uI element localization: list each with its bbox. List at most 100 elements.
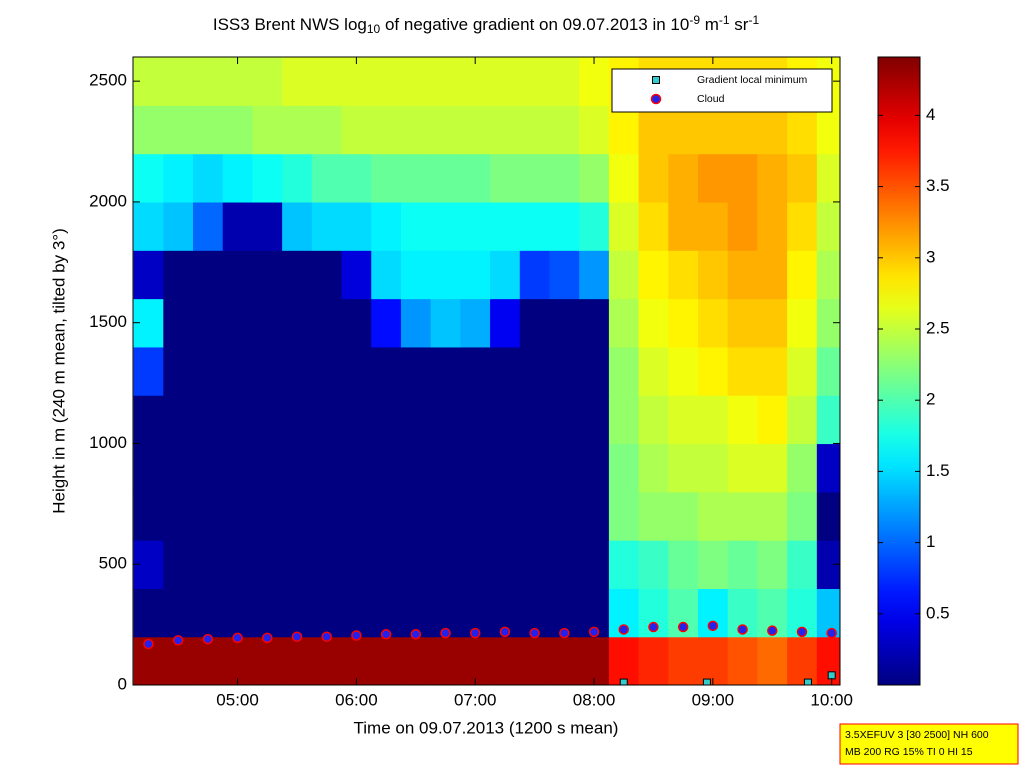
heat-cell: [816, 491, 840, 541]
heat-cell: [311, 105, 343, 155]
marker-circle: [588, 626, 600, 638]
heat-cell: [727, 105, 759, 155]
heat-cell: [608, 636, 640, 685]
colorbar-tick-label: 3.5: [926, 176, 950, 195]
heat-cell: [608, 153, 640, 203]
heat-cell: [193, 250, 224, 300]
heat-cell: [608, 540, 640, 589]
heat-cell: [222, 540, 254, 589]
heat-cell: [193, 105, 224, 155]
heat-cell: [193, 57, 224, 106]
heat-cell: [668, 298, 699, 348]
heat-cell: [579, 105, 610, 155]
heat-cell: [608, 201, 640, 251]
heat-cell: [133, 395, 164, 445]
heat-cell: [608, 298, 640, 348]
colorbar-tick-label: 4: [926, 105, 935, 124]
heat-cell: [519, 201, 551, 251]
marker-circle: [737, 624, 748, 635]
heat-cell: [698, 105, 729, 155]
marker-circle: [469, 627, 481, 639]
heat-cell: [727, 540, 759, 589]
heat-cell: [133, 588, 164, 638]
heat-cell: [133, 250, 164, 300]
heat-cell: [490, 443, 521, 493]
heat-cell: [757, 298, 788, 348]
heat-cell: [430, 491, 461, 541]
heat-cell: [549, 153, 580, 203]
marker-circle: [172, 635, 184, 646]
heat-cell: [163, 491, 194, 541]
marker-circle: [351, 630, 362, 641]
heat-cell: [163, 346, 194, 396]
heat-cell: [400, 346, 432, 396]
heat-cell: [460, 540, 491, 589]
heat-cell: [698, 250, 729, 300]
heat-cell: [579, 57, 610, 106]
marker-circle: [143, 638, 154, 650]
heat-cell: [133, 346, 164, 396]
heat-cell: [193, 588, 224, 638]
heat-cell: [698, 298, 729, 348]
heat-cell: [460, 346, 491, 396]
heat-cell: [252, 57, 283, 106]
heat-cell: [460, 153, 491, 203]
heat-cell: [222, 105, 254, 155]
title-part: -1: [748, 13, 759, 27]
heat-cell: [163, 395, 194, 445]
heat-cell: [490, 57, 521, 106]
heat-cell: [757, 540, 788, 589]
heat-cell: [490, 201, 521, 251]
heat-cell: [252, 346, 283, 396]
heat-cell: [608, 105, 640, 155]
heat-cell: [460, 57, 491, 106]
heat-cell: [430, 250, 461, 300]
heat-cell: [787, 540, 818, 589]
legend-symbol: [652, 76, 660, 84]
heat-cell: [400, 636, 432, 685]
heat-cell: [460, 250, 491, 300]
heat-cell: [519, 540, 551, 589]
marker-circle: [262, 632, 273, 644]
heat-cell: [222, 201, 254, 251]
heat-cell: [282, 105, 313, 155]
heat-cell: [163, 298, 194, 348]
x-axis-label: Time on 09.07.2013 (1200 s mean): [354, 718, 619, 737]
marker-circle: [648, 621, 659, 633]
x-tick-label: 05:00: [216, 690, 259, 709]
heat-cell: [816, 443, 840, 493]
heat-cell: [490, 298, 521, 348]
heat-cell: [163, 201, 194, 251]
heat-cell: [638, 250, 669, 300]
heat-cell: [430, 346, 461, 396]
heat-cell: [579, 201, 610, 251]
heat-cell: [252, 636, 283, 685]
heat-cell: [133, 153, 164, 203]
x-tick-label: 06:00: [335, 690, 378, 709]
heat-cell: [282, 250, 313, 300]
heat-cell: [638, 346, 669, 396]
heat-cell: [193, 298, 224, 348]
heatmap: [133, 57, 840, 685]
heat-cell: [727, 250, 759, 300]
y-tick-label: 1000: [89, 433, 127, 452]
heat-cell: [490, 395, 521, 445]
marker-circle: [499, 626, 511, 638]
heat-cell: [400, 395, 432, 445]
heat-cell: [400, 105, 432, 155]
heat-cell: [608, 443, 640, 493]
heat-cell: [341, 588, 372, 638]
heat-cell: [341, 540, 372, 589]
heat-cell: [252, 250, 283, 300]
heat-cell: [252, 105, 283, 155]
heat-cell: [787, 153, 818, 203]
heat-cell: [430, 636, 461, 685]
heat-cell: [163, 57, 194, 106]
heat-cell: [193, 201, 224, 251]
heat-cell: [490, 153, 521, 203]
title-part: -9: [689, 13, 700, 27]
heat-cell: [549, 298, 580, 348]
heat-cell: [460, 443, 491, 493]
heat-cell: [579, 298, 610, 348]
heat-cell: [757, 250, 788, 300]
